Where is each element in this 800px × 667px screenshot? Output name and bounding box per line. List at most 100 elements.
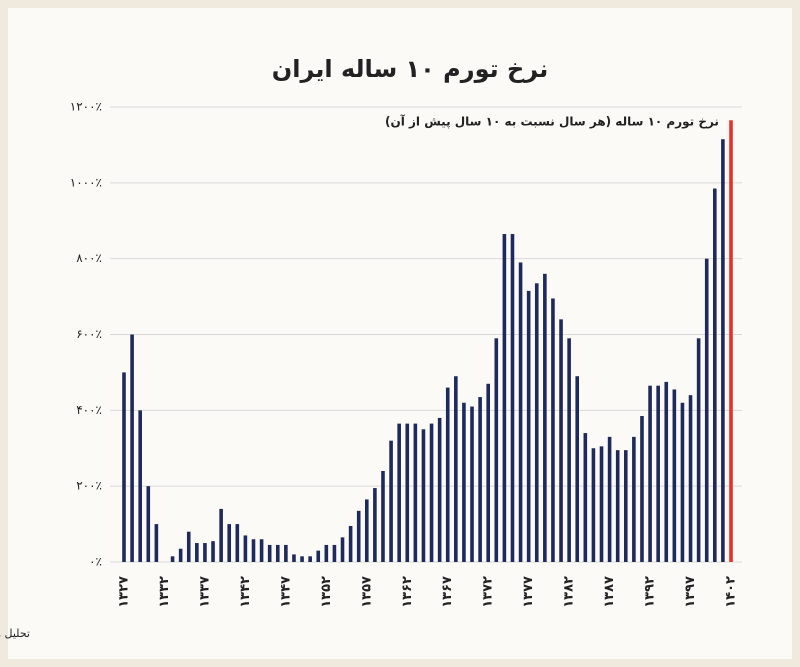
bar — [413, 423, 418, 562]
bar — [486, 383, 490, 562]
bar — [227, 524, 232, 562]
x-tick-label: ۱۳۷۷ — [521, 576, 536, 608]
bar — [551, 298, 555, 562]
bar — [332, 544, 337, 562]
bar — [656, 385, 660, 562]
bar — [583, 433, 588, 562]
bar — [259, 539, 264, 562]
bar — [664, 381, 669, 562]
bar — [340, 537, 345, 562]
bar — [470, 406, 474, 562]
bar — [219, 508, 223, 562]
x-tick-label: ۱۳۶۷ — [440, 576, 455, 608]
x-tick-label: ۱۳۹۷ — [683, 576, 698, 608]
bar — [445, 387, 450, 562]
bar — [154, 524, 159, 562]
bar — [672, 389, 677, 562]
x-tick-label: ۱۳۸۲ — [562, 576, 577, 608]
bar — [688, 395, 693, 562]
y-tick-label: ۱۰۰۰٪ — [70, 175, 102, 189]
x-tick-label: ۱۳۶۲ — [400, 576, 415, 608]
bar — [640, 416, 644, 562]
chart-subtitle: نرخ تورم ۱۰ ساله (هر سال نسبت به ۱۰ سال … — [385, 114, 719, 130]
bar — [534, 283, 539, 562]
bar — [211, 541, 215, 562]
bar — [543, 273, 547, 562]
x-tick-label: ۱۳۵۲ — [319, 576, 334, 608]
bar — [607, 436, 612, 562]
bar — [518, 262, 523, 562]
bar — [284, 544, 288, 562]
x-tick-label: ۱۳۹۲ — [643, 576, 658, 608]
bar — [389, 440, 393, 562]
bar — [300, 556, 304, 562]
x-tick-label: ۱۳۵۷ — [359, 576, 374, 608]
bar — [454, 376, 458, 562]
bar — [591, 448, 596, 562]
bar — [235, 524, 240, 562]
bar — [437, 417, 442, 562]
bar — [186, 531, 191, 562]
bar — [348, 525, 353, 562]
bar — [195, 543, 199, 562]
bar — [292, 554, 296, 562]
x-tick-label: ۱۳۴۲ — [238, 576, 253, 608]
bar — [405, 423, 410, 562]
bar — [494, 338, 499, 562]
bar — [170, 556, 175, 562]
bar — [502, 234, 507, 563]
bar — [243, 535, 248, 562]
source-note: تحلیل و استنتاج: احسان سلطانی بر اساس دا… — [0, 627, 30, 640]
bar — [567, 338, 571, 562]
y-tick-label: ۶۰۰٪ — [76, 327, 102, 341]
bar — [713, 188, 717, 563]
bar — [648, 385, 652, 562]
bar — [275, 544, 280, 562]
bar — [356, 510, 361, 562]
x-tick-label: ۱۴۰۲ — [724, 576, 739, 608]
bar — [696, 338, 701, 562]
bar — [251, 539, 256, 562]
y-tick-label: ۴۰۰٪ — [76, 403, 102, 417]
bar — [599, 446, 604, 562]
x-tick-label: ۱۳۸۷ — [602, 576, 617, 608]
bar — [324, 544, 329, 562]
y-tick-label: ۲۰۰٪ — [76, 479, 102, 493]
x-tick-label: ۱۳۲۷ — [117, 576, 132, 608]
bar — [559, 319, 563, 562]
bar — [729, 120, 733, 562]
bar — [373, 488, 377, 562]
bar — [267, 544, 272, 562]
bar — [146, 486, 151, 562]
bar — [615, 450, 620, 562]
bar — [308, 556, 312, 562]
bar — [575, 376, 580, 562]
x-tick-label: ۱۳۷۲ — [481, 576, 496, 608]
bar — [130, 334, 134, 562]
x-tick-label: ۱۳۳۷ — [197, 576, 212, 608]
bar — [623, 450, 628, 562]
x-tick-label: ۱۳۳۲ — [157, 576, 172, 608]
bar — [429, 423, 434, 562]
bar — [721, 139, 725, 562]
bar — [680, 402, 685, 562]
bar — [421, 429, 426, 562]
bar — [462, 402, 466, 562]
bar — [203, 543, 207, 562]
bar — [178, 548, 183, 562]
bar — [138, 410, 142, 562]
bar — [381, 471, 385, 562]
bar — [122, 372, 126, 562]
x-tick-label: ۱۳۴۷ — [278, 576, 293, 608]
chart-title: نرخ تورم ۱۰ ساله ایران — [272, 55, 549, 83]
bar — [397, 423, 401, 562]
bar — [632, 436, 636, 562]
bar — [526, 290, 531, 562]
bar — [510, 234, 515, 563]
bar — [478, 397, 482, 562]
bar — [316, 550, 321, 562]
bar — [365, 499, 369, 562]
y-tick-label: ۸۰۰٪ — [76, 251, 102, 265]
